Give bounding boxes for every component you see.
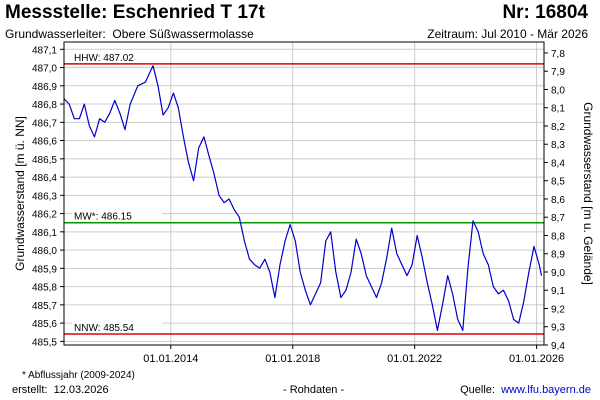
y-tick-label-left: 486,6 — [32, 137, 57, 148]
y-tick-label-left: 486,4 — [32, 173, 57, 184]
y-tick-label-right: 7,9 — [551, 67, 565, 78]
y-tick-label-right: 8,9 — [551, 250, 565, 261]
y-tick-label-left: 487,1 — [32, 45, 57, 56]
y-tick-label-left: 486,7 — [32, 118, 57, 129]
y-axis-title-right: Grundwasserstand [m u. Gelände] — [581, 102, 595, 285]
y-tick-label-right: 8,3 — [551, 140, 565, 151]
y-tick-label-left: 485,7 — [32, 301, 57, 312]
y-tick-label-right: 9,1 — [551, 286, 565, 297]
y-tick-label-right: 9,4 — [551, 341, 565, 352]
reference-label: NNW: 485.54 — [74, 323, 134, 334]
footnote: * Abflussjahr (2009-2024) — [22, 370, 135, 381]
y-tick-label-left: 487,0 — [32, 64, 57, 75]
series-line — [63, 65, 543, 331]
y-tick-label-left: 486,9 — [32, 82, 57, 93]
series-layer — [63, 65, 543, 331]
y-tick-label-right: 8,8 — [551, 231, 565, 242]
y-tick-label-left: 485,5 — [32, 337, 57, 348]
y-tick-label-right: 8,2 — [551, 122, 565, 133]
x-tick-label: 01.01.2018 — [265, 353, 320, 365]
y-tick-label-left: 486,2 — [32, 210, 57, 221]
y-tick-label-right: 8,7 — [551, 213, 565, 224]
reference-label-bg — [72, 321, 162, 334]
created-date: 12.03.2026 — [53, 384, 109, 396]
y-tick-label-left: 486,0 — [32, 246, 57, 257]
y-tick-label-right: 7,8 — [551, 49, 565, 60]
y-axis-right: 7,8 7,9 8,0 8,1 8,2 8,3 8,4 8,5 8,6 8,7 8,8 8,9 9,0 9… — [544, 49, 565, 352]
y-axis-left: 487,1 487,0 486,9 486,8 486,7 486,6 486,5 486,4… — [32, 45, 64, 348]
x-tick-label: 01.01.2022 — [387, 353, 442, 365]
x-axis: 01.01.2014 01.01.2018 01.01.2022 01.01.2026 — [143, 345, 564, 365]
y-tick-label-right: 8,0 — [551, 85, 565, 96]
y-axis-title-left: Grundwasserstand [m ü. NN] — [13, 116, 27, 271]
y-tick-label-left: 486,1 — [32, 228, 57, 239]
raw-data-label: - Rohdaten - — [283, 384, 345, 396]
y-tick-label-right: 9,2 — [551, 304, 565, 315]
station-title: Messstelle: Eschenried T 17t — [5, 2, 265, 23]
source-info: Quelle: www.lfu.bayern.de — [460, 384, 591, 396]
grid-lines — [64, 42, 544, 345]
x-tick-label: 01.01.2014 — [143, 353, 198, 365]
y-tick-label-left: 486,8 — [32, 100, 57, 111]
reference-lines: HHW: 487.02 MW*: 486.15 NNW: 485.54 — [64, 50, 544, 335]
y-tick-label-right: 8,6 — [551, 195, 565, 206]
station-number: Nr: 16804 — [502, 2, 588, 23]
reference-label: MW*: 486.15 — [74, 212, 132, 223]
y-tick-label-left: 485,8 — [32, 283, 57, 294]
aquifer-value: Obere Süßwassermolasse — [112, 27, 254, 41]
period-label: Zeitraum: Jul 2010 - Mär 2026 — [427, 27, 588, 41]
y-tick-label-left: 486,3 — [32, 191, 57, 202]
reference-label-bg — [72, 50, 162, 63]
y-tick-label-right: 8,4 — [551, 158, 565, 169]
plot-frame — [63, 41, 545, 346]
y-tick-label-left: 485,9 — [32, 264, 57, 275]
x-tick-label: 01.01.2026 — [509, 353, 564, 365]
aquifer-info: Grundwasserleiter: Obere Süßwassermolass… — [5, 27, 254, 41]
source-label: Quelle: — [460, 384, 495, 396]
y-tick-label-right: 9,3 — [551, 323, 565, 334]
aquifer-label: Grundwasserleiter: — [5, 27, 106, 41]
created-label: erstellt: — [12, 384, 48, 396]
y-tick-label-left: 486,5 — [32, 155, 57, 166]
y-tick-label-right: 9,0 — [551, 268, 565, 279]
y-tick-label-left: 485,6 — [32, 319, 57, 330]
y-tick-label-right: 8,1 — [551, 104, 565, 115]
created-info: erstellt: 12.03.2026 — [12, 384, 109, 396]
reference-label-bg — [72, 209, 162, 222]
y-tick-label-right: 8,5 — [551, 177, 565, 188]
reference-label: HHW: 487.02 — [74, 53, 134, 64]
source-link[interactable]: www.lfu.bayern.de — [501, 384, 591, 396]
